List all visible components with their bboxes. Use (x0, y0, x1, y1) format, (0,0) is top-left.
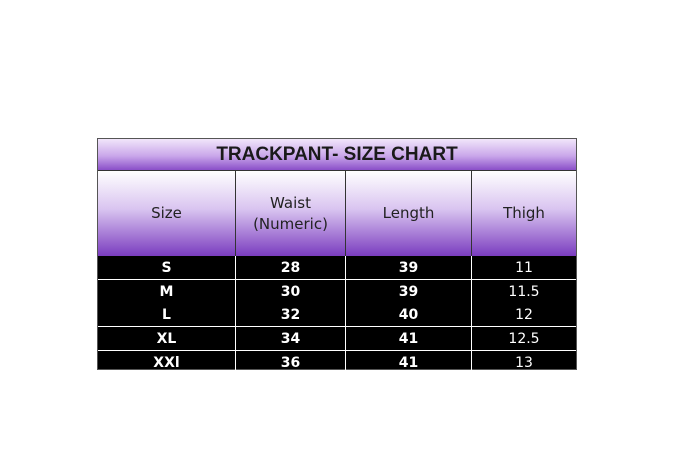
header-thigh: Thigh (472, 171, 576, 256)
cell-size: L (98, 303, 236, 326)
size-chart-table: TRACKPANT- SIZE CHART Size Waist (Numeri… (97, 138, 577, 374)
header-length: Length (346, 171, 472, 256)
cell-thigh: 13 (515, 354, 533, 371)
header-size: Size (98, 171, 236, 256)
cell-waist: 28 (236, 256, 346, 279)
cell-waist: 34 (236, 327, 346, 350)
table-row: XL 34 41 12.5 (98, 326, 576, 350)
cell-length: 40 (346, 303, 472, 326)
header-waist: Waist (Numeric) (236, 171, 346, 256)
cell-thigh: 11 (515, 259, 533, 276)
cell-length: 39 (346, 256, 472, 279)
cell-waist: 36 (236, 351, 346, 374)
table-row: XXl 36 41 13 (98, 350, 576, 374)
cell-length: 39 (346, 280, 472, 303)
cell-thigh: 12.5 (508, 330, 540, 347)
table-title: TRACKPANT- SIZE CHART (98, 139, 576, 171)
cell-length: 41 (346, 351, 472, 374)
cell-size: XL (98, 327, 236, 350)
table-row: M 30 39 11.5 (98, 279, 576, 303)
cell-thigh: 11.5 (508, 283, 540, 300)
cell-waist: 30 (236, 280, 346, 303)
cell-size: S (98, 256, 236, 279)
header-row: Size Waist (Numeric) Length Thigh (98, 171, 576, 256)
cell-waist: 32 (236, 303, 346, 326)
cell-size: XXl (98, 351, 236, 374)
table-row: S 28 39 11 (98, 256, 576, 279)
cell-size: M (98, 280, 236, 303)
table-row: L 32 40 12 (98, 303, 576, 326)
cell-length: 41 (346, 327, 472, 350)
cell-thigh: 12 (515, 306, 533, 323)
